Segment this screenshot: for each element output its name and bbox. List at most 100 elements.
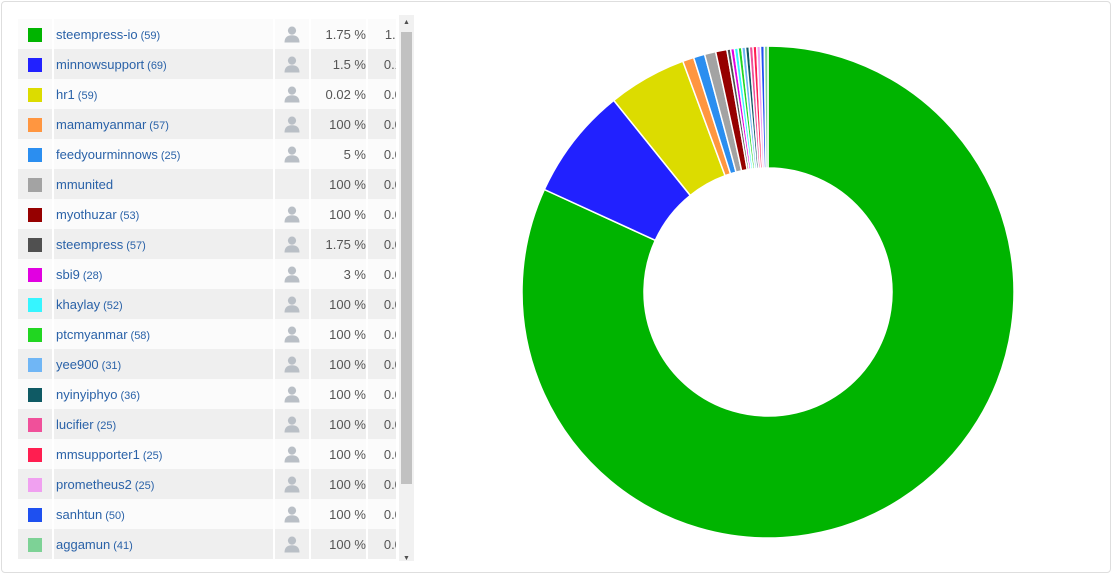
voter-name-cell: nyinyiphyo (36) (53, 379, 275, 409)
user-silhouette-icon[interactable] (275, 505, 309, 523)
user-silhouette-icon[interactable] (275, 355, 309, 373)
avatar-cell (274, 229, 311, 259)
avatar-cell (274, 319, 311, 349)
avatar-cell (274, 529, 311, 559)
voter-name-link[interactable]: sbi9 (56, 266, 80, 282)
table-row: mmsupporter1(25) 100 %0.00 $ (18, 439, 396, 469)
legend-swatch (28, 207, 42, 222)
voter-name-link[interactable]: khaylay (56, 296, 101, 312)
user-silhouette-icon[interactable] (275, 25, 309, 43)
vote-percent: 100 % (310, 349, 368, 379)
legend-swatch (28, 477, 42, 492)
vote-percent: 100 % (310, 439, 368, 469)
voter-list[interactable]: steempress-io(59)1.75 %1.11 $minnowsuppo… (18, 19, 396, 561)
table-row: steempress(57) 1.75 %0.00 $ (18, 229, 396, 259)
voter-name-cell: steempress-io (59) (53, 19, 275, 49)
user-silhouette-icon[interactable] (275, 385, 309, 403)
voter-name-cell: yee900 (31) (53, 349, 275, 379)
voter-name-cell: sbi9 (28) (53, 259, 275, 289)
voter-name-cell: lucifier (25) (53, 409, 275, 439)
voter-name-link[interactable]: lucifier (56, 416, 94, 432)
avatar-cell (274, 49, 311, 79)
legend-swatch (28, 387, 42, 402)
legend-swatch (28, 117, 42, 132)
legend-swatch (28, 237, 42, 252)
voter-name-cell: myothuzar (53) (53, 199, 275, 229)
legend-swatch (28, 357, 42, 372)
user-silhouette-icon[interactable] (275, 535, 309, 553)
vote-percent: 5 % (310, 139, 368, 169)
vote-value: 0.01 $ (367, 199, 396, 229)
user-silhouette-icon[interactable] (275, 415, 309, 433)
legend-swatch-cell (18, 469, 54, 499)
vote-value: 0.00 $ (367, 529, 396, 559)
voter-list-scrollbar[interactable]: ▲ ▼ (399, 15, 414, 562)
voter-reputation: (50) (105, 509, 125, 522)
voter-name-link[interactable]: yee900 (56, 356, 99, 372)
table-row: sanhtun(50) 100 %0.00 $ (18, 499, 396, 529)
voter-name-cell: feedyourminnows (25) (53, 139, 275, 169)
legend-swatch (28, 327, 42, 342)
legend-swatch (28, 417, 42, 432)
scroll-up-arrow-icon[interactable]: ▲ (403, 19, 410, 26)
avatar-cell (274, 199, 311, 229)
avatar-cell (274, 289, 311, 319)
vote-percent: 0.02 % (310, 79, 368, 109)
voter-name-link[interactable]: nyinyiphyo (56, 386, 118, 402)
vote-value: 0.00 $ (367, 499, 396, 529)
voter-name-link[interactable]: steempress-io (56, 26, 138, 42)
legend-swatch-cell (18, 229, 54, 259)
voter-name-cell: ptcmyanmar (58) (53, 319, 275, 349)
scroll-thumb[interactable] (401, 32, 412, 484)
user-silhouette-icon[interactable] (275, 475, 309, 493)
legend-swatch (28, 177, 42, 192)
user-silhouette-icon[interactable] (275, 115, 309, 133)
table-row: myothuzar(53) 100 %0.01 $ (18, 199, 396, 229)
vote-percent: 100 % (310, 199, 368, 229)
user-silhouette-icon[interactable] (275, 85, 309, 103)
voter-name-link[interactable]: hr1 (56, 86, 75, 102)
legend-swatch-cell (18, 109, 54, 139)
user-silhouette-icon[interactable] (275, 55, 309, 73)
table-row: feedyourminnows(25) 5 %0.01 $ (18, 139, 396, 169)
voter-name-link[interactable]: prometheus2 (56, 476, 132, 492)
donut-slice-aggamun[interactable] (763, 45, 769, 169)
voter-name-link[interactable]: ptcmyanmar (56, 326, 128, 342)
voter-name-link[interactable]: sanhtun (56, 506, 103, 522)
voter-name-link[interactable]: minnowsupport (56, 56, 145, 72)
user-silhouette-icon[interactable] (275, 235, 309, 253)
voter-name-link[interactable]: mamamyanmar (56, 116, 147, 132)
legend-swatch-cell (18, 349, 54, 379)
voter-name-cell: mmsupporter1 (25) (53, 439, 275, 469)
scroll-down-arrow-icon[interactable]: ▼ (403, 555, 410, 562)
voter-name-link[interactable]: steempress (56, 236, 124, 252)
table-row: khaylay(52) 100 %0.00 $ (18, 289, 396, 319)
user-silhouette-icon[interactable] (275, 145, 309, 163)
user-silhouette-icon[interactable] (275, 295, 309, 313)
voter-name-link[interactable]: aggamun (56, 536, 111, 552)
voter-name-cell: khaylay (52) (53, 289, 275, 319)
user-silhouette-icon[interactable] (275, 205, 309, 223)
avatar-cell (274, 499, 311, 529)
vote-value: 0.00 $ (367, 229, 396, 259)
voter-reputation: (41) (113, 539, 133, 552)
vote-value: 1.11 $ (367, 19, 396, 49)
legend-swatch-cell (18, 259, 54, 289)
vote-value: 0.00 $ (367, 469, 396, 499)
donut-slice-steempress-io[interactable] (521, 45, 1015, 539)
voter-name-cell: sanhtun (50) (53, 499, 275, 529)
vote-percent: 1.5 % (310, 49, 368, 79)
voter-name-cell: aggamun (41) (53, 529, 275, 559)
vote-value: 0.01 $ (367, 109, 396, 139)
voter-name-link[interactable]: feedyourminnows (56, 146, 158, 162)
voter-name-link[interactable]: myothuzar (56, 206, 117, 222)
voter-name-link[interactable]: mmunited (56, 176, 114, 192)
legend-swatch (28, 57, 42, 72)
user-silhouette-icon[interactable] (275, 325, 309, 343)
avatar-cell (274, 349, 311, 379)
user-silhouette-icon[interactable] (275, 265, 309, 283)
voter-name-link[interactable]: mmsupporter1 (56, 446, 140, 462)
user-silhouette-icon[interactable] (275, 445, 309, 463)
legend-swatch (28, 27, 42, 42)
vote-value: 0.07 $ (367, 79, 396, 109)
